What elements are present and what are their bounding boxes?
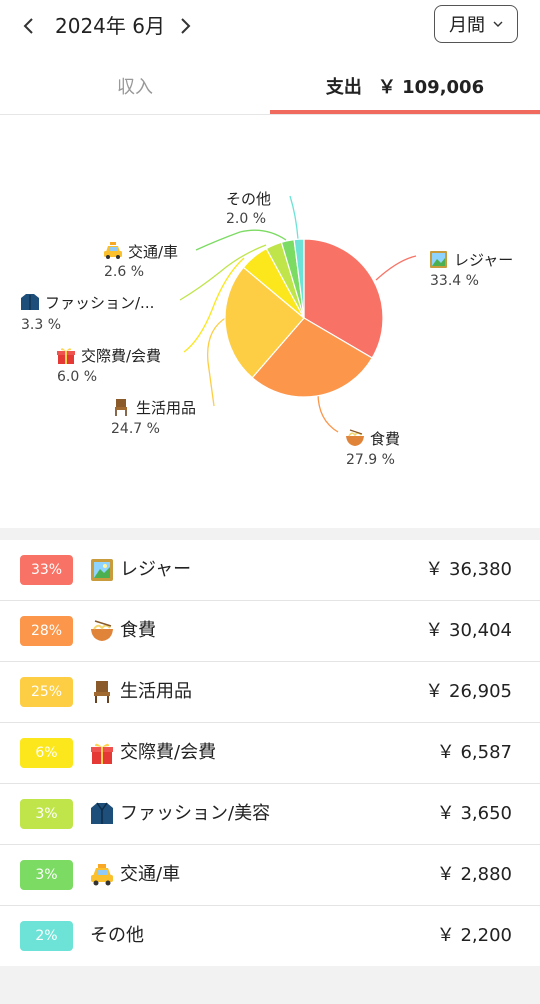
category-amount: ￥ 36,380 xyxy=(425,559,512,580)
chair-icon xyxy=(94,681,110,703)
tab-expense-label: 支出 xyxy=(325,77,362,98)
leader-line-fashion xyxy=(179,244,267,301)
pie-slices xyxy=(224,238,384,398)
category-amount: ￥ 26,905 xyxy=(425,681,512,702)
label-transport-name: 交通/車 xyxy=(128,243,178,261)
tab-expense[interactable]: 支出 ￥ 109,006 xyxy=(270,58,540,114)
percent-badge: 33% xyxy=(20,555,73,585)
label-transport: 交通/車 2.6 % xyxy=(104,242,178,280)
category-list: 33% レジャー ￥ 36,380 28% 食費 ￥ 30,404 25% 生活… xyxy=(0,540,540,966)
painting-icon xyxy=(91,559,113,581)
tab-income[interactable]: 収入 xyxy=(0,58,270,114)
category-row-social[interactable]: 6% 交際費/会費 ￥ 6,587 xyxy=(0,723,540,784)
category-amount: ￥ 2,200 xyxy=(436,925,512,946)
month-title: 2024年 6月 xyxy=(55,14,165,38)
chair-icon xyxy=(115,399,127,416)
taxi-icon xyxy=(104,242,122,259)
coat-icon xyxy=(21,294,39,310)
percent-badge: 2% xyxy=(20,921,73,951)
leader-line-other xyxy=(289,195,299,240)
chevron-right-icon xyxy=(181,18,191,34)
chevron-down-icon xyxy=(493,21,503,27)
category-name: 交際費/会費 xyxy=(120,742,217,763)
label-other: その他 2.0 % xyxy=(226,190,271,227)
category-row-leisure[interactable]: 33% レジャー ￥ 36,380 xyxy=(0,540,540,601)
category-amount: ￥ 2,880 xyxy=(436,864,512,885)
category-name: 食費 xyxy=(120,620,156,641)
percent-badge: 3% xyxy=(20,799,73,829)
pie-slice-2 xyxy=(224,266,305,379)
expense-total: ￥ 109,006 xyxy=(377,77,485,98)
label-leisure-pct: 33.4 % xyxy=(430,273,479,289)
active-tab-indicator xyxy=(270,110,540,114)
taxi-icon xyxy=(91,864,113,886)
percent-badge: 25% xyxy=(20,677,73,707)
category-name: 交通/車 xyxy=(120,864,181,885)
category-amount: ￥ 30,404 xyxy=(425,620,512,641)
tab-income-label: 収入 xyxy=(117,77,153,98)
label-other-name: その他 xyxy=(226,190,271,208)
leader-line-daily-goods xyxy=(206,316,228,407)
pie-slice-0 xyxy=(303,238,384,359)
label-social-name: 交際費/会費 xyxy=(81,347,161,365)
label-food-pct: 27.9 % xyxy=(346,452,395,468)
percent-badge: 28% xyxy=(20,616,73,646)
category-row-daily-goods[interactable]: 25% 生活用品 ￥ 26,905 xyxy=(0,662,540,723)
label-leisure: レジャー 33.4 % xyxy=(430,251,513,289)
category-name: ファッション/美容 xyxy=(120,803,271,824)
label-social: 交際費/会費 6.0 % xyxy=(57,347,161,385)
expense-pie-chart: レジャー 33.4 % 食費 27.9 % 生活用品 24.7 % 交際費/会費… xyxy=(21,190,513,468)
gift-icon xyxy=(91,743,113,764)
tab-bar: 収入 支出 ￥ 109,006 xyxy=(0,58,540,115)
painting-icon xyxy=(430,251,447,268)
label-fashion-name: ファッション/... xyxy=(45,294,154,312)
ramen-bowl-icon xyxy=(346,429,364,446)
label-daily-goods-name: 生活用品 xyxy=(136,399,196,417)
label-social-pct: 6.0 % xyxy=(57,369,97,385)
coat-icon xyxy=(91,802,113,824)
category-amount: ￥ 6,587 xyxy=(436,742,512,763)
label-food-name: 食費 xyxy=(370,430,400,448)
leader-line-social xyxy=(183,257,245,353)
category-row-other[interactable]: 2% その他 ￥ 2,200 xyxy=(0,906,540,966)
percent-badge: 6% xyxy=(20,738,73,768)
category-name: その他 xyxy=(90,925,144,946)
label-fashion-pct: 3.3 % xyxy=(21,317,61,333)
label-transport-pct: 2.6 % xyxy=(104,264,144,280)
month-header: 2024年 6月 月間 xyxy=(0,0,540,54)
prev-month-button[interactable] xyxy=(14,12,42,40)
ramen-bowl-icon xyxy=(91,620,113,641)
leader-line-leisure xyxy=(375,255,417,281)
label-daily-goods: 生活用品 24.7 % xyxy=(111,399,196,437)
leader-line-food xyxy=(317,392,339,433)
category-amount: ￥ 3,650 xyxy=(436,803,512,824)
label-food: 食費 27.9 % xyxy=(346,429,400,468)
category-row-food[interactable]: 28% 食費 ￥ 30,404 xyxy=(0,601,540,662)
label-fashion: ファッション/... 3.3 % xyxy=(21,294,154,333)
next-month-button[interactable] xyxy=(172,12,200,40)
gift-icon xyxy=(57,348,75,364)
period-select[interactable]: 月間 xyxy=(434,5,518,43)
pie-slice-1 xyxy=(251,317,373,398)
leader-line-transport xyxy=(195,229,287,251)
percent-badge: 3% xyxy=(20,860,73,890)
category-row-transport[interactable]: 3% 交通/車 ￥ 2,880 xyxy=(0,845,540,906)
label-other-pct: 2.0 % xyxy=(226,211,266,227)
category-name: レジャー xyxy=(120,559,192,580)
category-row-fashion[interactable]: 3% ファッション/美容 ￥ 3,650 xyxy=(0,784,540,845)
label-daily-goods-pct: 24.7 % xyxy=(111,421,160,437)
label-leisure-name: レジャー xyxy=(454,251,513,269)
category-name: 生活用品 xyxy=(120,681,192,702)
chevron-left-icon xyxy=(23,18,33,34)
pie-slice-6 xyxy=(293,238,305,319)
period-label: 月間 xyxy=(449,15,485,36)
